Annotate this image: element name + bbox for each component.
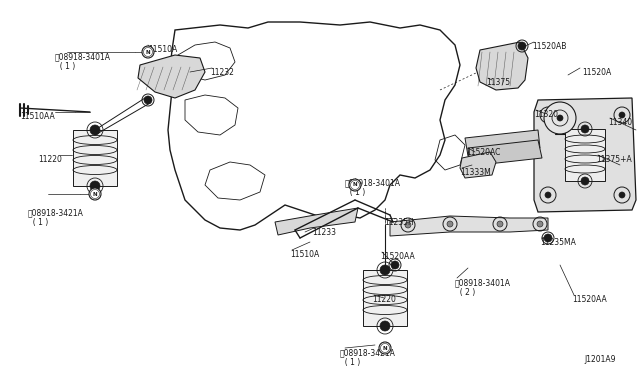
Text: 11235H: 11235H xyxy=(384,218,413,227)
Text: ⓝ08918-3401A
  ( 1 ): ⓝ08918-3401A ( 1 ) xyxy=(55,52,111,71)
Text: 11520A: 11520A xyxy=(582,68,611,77)
Polygon shape xyxy=(460,152,496,178)
Circle shape xyxy=(544,102,576,134)
Circle shape xyxy=(544,234,552,242)
Circle shape xyxy=(90,181,100,191)
Circle shape xyxy=(619,192,625,198)
Polygon shape xyxy=(73,130,117,186)
Text: N: N xyxy=(93,192,97,196)
Text: ⓝ08918-3421A
  ( 1 ): ⓝ08918-3421A ( 1 ) xyxy=(28,208,84,227)
Polygon shape xyxy=(476,42,528,90)
Text: 11520AA: 11520AA xyxy=(572,295,607,304)
Text: 11520AB: 11520AB xyxy=(532,42,566,51)
Circle shape xyxy=(349,179,361,191)
Circle shape xyxy=(379,342,391,354)
Polygon shape xyxy=(275,208,358,235)
Circle shape xyxy=(447,221,453,227)
Text: N: N xyxy=(146,49,150,55)
Text: 11235MA: 11235MA xyxy=(540,238,576,247)
Circle shape xyxy=(545,112,551,118)
Polygon shape xyxy=(138,55,205,98)
Circle shape xyxy=(391,261,399,269)
Polygon shape xyxy=(468,140,542,166)
Circle shape xyxy=(89,188,101,200)
Text: ⓝ08918-3401A
  ( 1 ): ⓝ08918-3401A ( 1 ) xyxy=(345,178,401,198)
Text: ⓝ08918-3401A
  ( 2 ): ⓝ08918-3401A ( 2 ) xyxy=(455,278,511,297)
Text: 11375+A: 11375+A xyxy=(596,155,632,164)
Polygon shape xyxy=(565,129,605,181)
Text: 11220: 11220 xyxy=(372,295,396,304)
Circle shape xyxy=(90,125,100,135)
Circle shape xyxy=(557,115,563,121)
Circle shape xyxy=(497,221,503,227)
Text: 11320: 11320 xyxy=(534,110,558,119)
Text: N: N xyxy=(353,183,357,187)
Text: 11520AC: 11520AC xyxy=(466,148,500,157)
Polygon shape xyxy=(363,270,407,326)
Text: 11232: 11232 xyxy=(210,68,234,77)
Text: 11233: 11233 xyxy=(312,228,336,237)
Circle shape xyxy=(581,177,589,185)
Circle shape xyxy=(545,192,551,198)
Circle shape xyxy=(144,96,152,104)
Circle shape xyxy=(380,265,390,275)
Circle shape xyxy=(619,112,625,118)
Circle shape xyxy=(405,222,411,228)
Circle shape xyxy=(581,125,589,133)
Text: 11375: 11375 xyxy=(486,78,510,87)
Text: 11220: 11220 xyxy=(38,155,62,164)
Text: 11510AA: 11510AA xyxy=(20,112,55,121)
Text: J1201A9: J1201A9 xyxy=(584,355,616,364)
Text: N: N xyxy=(383,346,387,350)
Circle shape xyxy=(537,221,543,227)
Text: 11333M: 11333M xyxy=(460,168,491,177)
Circle shape xyxy=(142,46,154,58)
Circle shape xyxy=(380,321,390,331)
Text: 11340: 11340 xyxy=(608,118,632,127)
Circle shape xyxy=(518,42,526,50)
Text: 11510A: 11510A xyxy=(148,45,177,54)
Text: 11510A: 11510A xyxy=(290,250,319,259)
Text: ⓝ08918-3421A
  ( 1 ): ⓝ08918-3421A ( 1 ) xyxy=(340,348,396,368)
Polygon shape xyxy=(390,216,548,236)
Polygon shape xyxy=(465,130,540,156)
Text: 11520AA: 11520AA xyxy=(380,252,415,261)
Polygon shape xyxy=(534,98,636,212)
